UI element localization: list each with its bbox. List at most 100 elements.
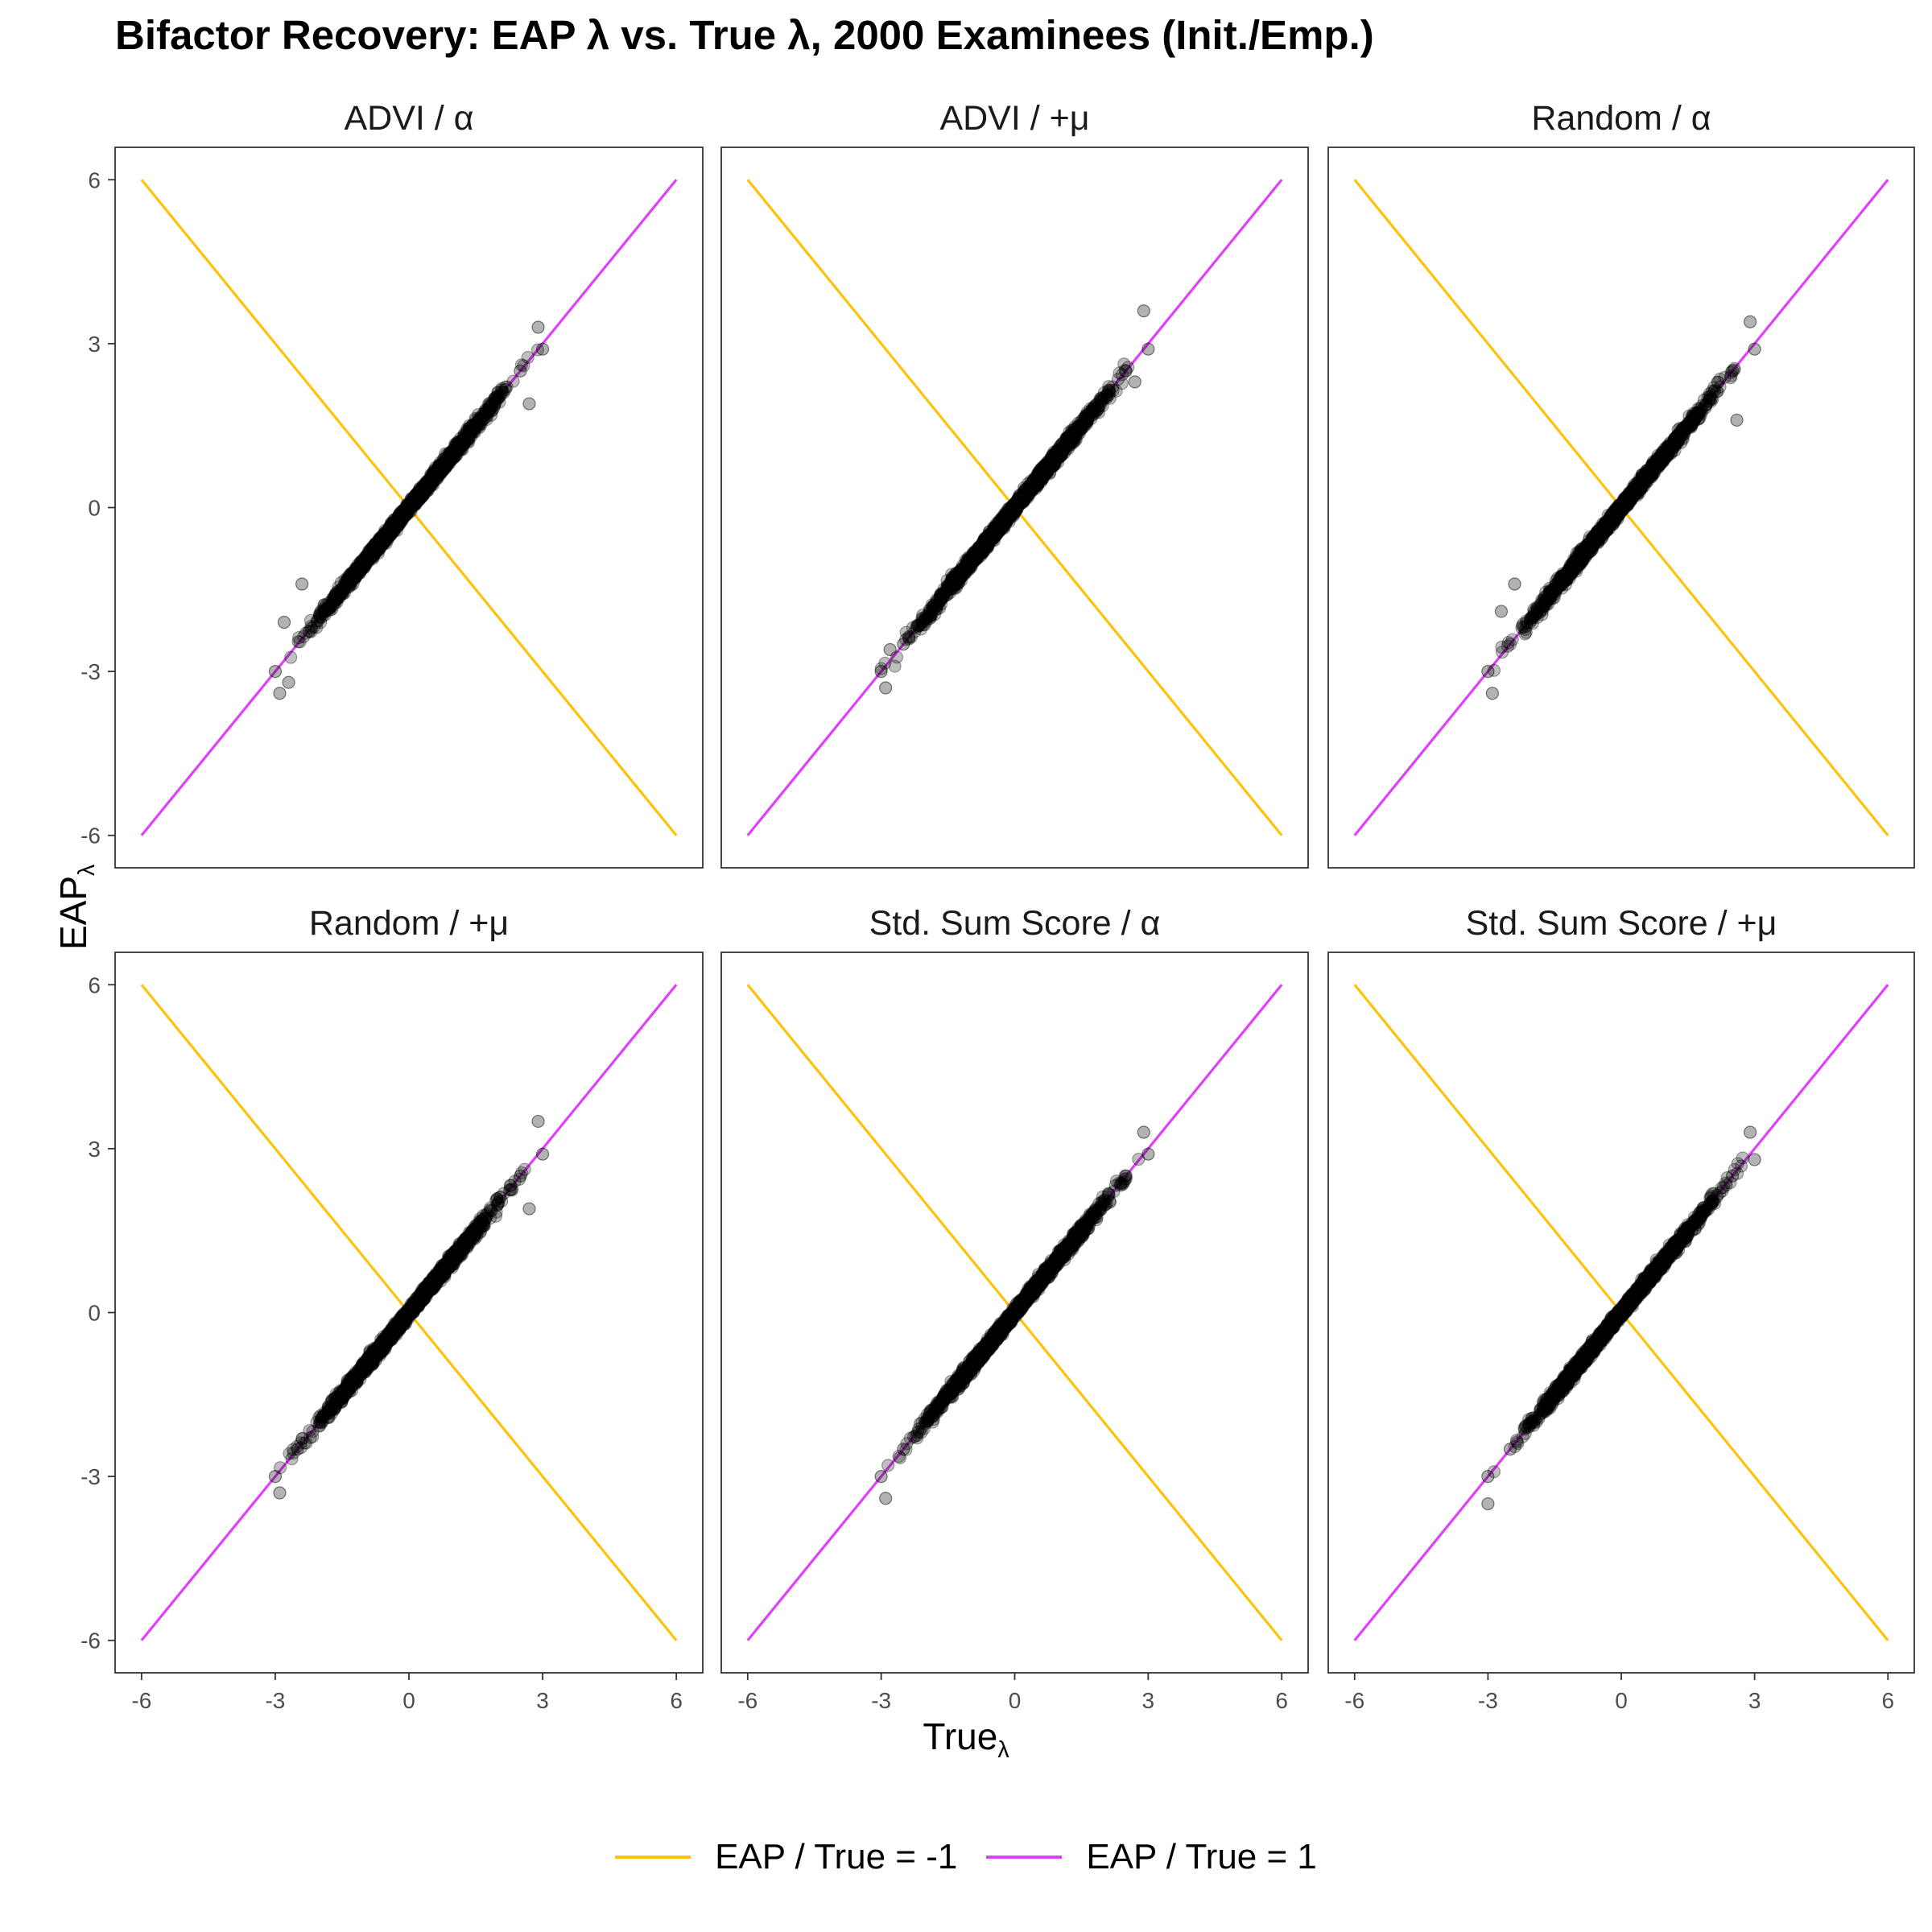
scatter-point (460, 432, 474, 446)
scatter-point (471, 415, 485, 429)
scatter-point (452, 441, 465, 455)
scatter-point (416, 485, 430, 499)
scatter-point (343, 570, 357, 584)
scatter-point (481, 407, 495, 421)
scatter-point (390, 518, 403, 532)
scatter-point (365, 546, 379, 559)
scatter-point (368, 538, 382, 551)
scatter-point (327, 594, 341, 608)
scatter-point (322, 598, 336, 612)
scatter-point (463, 428, 477, 442)
scatter-point (419, 484, 433, 497)
scatter-point (463, 427, 477, 441)
scatter-point (460, 432, 474, 446)
scatter-point (392, 510, 406, 524)
scatter-point (436, 459, 450, 473)
scatter-point (413, 487, 427, 501)
scatter-point (394, 512, 408, 526)
scatter-point (349, 565, 362, 579)
scatter-point (433, 465, 447, 479)
scatter-point (415, 486, 429, 500)
scatter-point (350, 568, 364, 581)
scatter-point (382, 523, 395, 537)
scatter-point (439, 455, 452, 469)
scatter-point (452, 439, 465, 452)
scatter-point (370, 543, 384, 556)
scatter-point (418, 484, 431, 497)
scatter-point (390, 514, 404, 527)
scatter-point (419, 478, 433, 492)
scatter-point (420, 478, 434, 493)
scatter-point (462, 432, 476, 446)
scatter-point (498, 380, 512, 394)
scatter-point (368, 543, 382, 557)
scatter-point (398, 509, 411, 522)
scatter-point (365, 545, 379, 559)
scatter-point (349, 564, 362, 579)
scatter-point (390, 518, 403, 531)
scatter-point (371, 539, 385, 552)
scatter-point (392, 510, 406, 523)
scatter-point (338, 572, 352, 587)
scatter-point (416, 489, 430, 502)
scatter-point (385, 520, 398, 534)
scatter-point (393, 512, 407, 526)
scatter-point (331, 591, 345, 605)
scatter-point (390, 517, 403, 530)
scatter-point (483, 402, 497, 415)
scatter-point (367, 541, 382, 555)
scatter-point (392, 512, 406, 526)
scatter-point (432, 460, 446, 474)
scatter-point (425, 473, 439, 486)
scatter-point (454, 436, 468, 451)
scatter-point (429, 469, 443, 482)
scatter-point (446, 447, 460, 460)
scatter-point (417, 485, 431, 499)
scatter-point (382, 522, 395, 537)
scatter-point (454, 431, 468, 445)
scatter-point (481, 406, 495, 419)
scatter-point (398, 507, 412, 521)
y-tick-label: 6 (88, 167, 101, 192)
scatter-point (369, 543, 384, 558)
scatter-point (417, 488, 431, 502)
scatter-point (412, 493, 426, 506)
scatter-point (397, 507, 411, 522)
scatter-point (331, 591, 345, 605)
scatter-point (408, 489, 422, 503)
scatter-point (397, 505, 411, 518)
scatter-point (317, 598, 331, 612)
scatter-point (437, 462, 451, 477)
scatter-point (395, 510, 409, 523)
scatter-point (393, 514, 407, 527)
scatter-point (380, 531, 394, 545)
scatter-point (343, 569, 357, 583)
scatter-point (455, 436, 469, 450)
scatter-point (382, 521, 396, 535)
scatter-point (468, 425, 481, 440)
scatter-point (415, 485, 429, 498)
scatter-point (469, 418, 482, 431)
scatter-point (434, 461, 448, 475)
scatter-point (426, 471, 440, 485)
scatter-point (469, 411, 482, 425)
scatter-point (437, 455, 451, 469)
scatter-point (411, 492, 425, 506)
scatter-point (431, 462, 444, 476)
scatter-point (440, 456, 454, 469)
scatter-point (369, 542, 382, 555)
scatter-point (351, 562, 365, 576)
scatter-point (495, 385, 509, 399)
scatter-point (436, 458, 449, 472)
scatter-point (432, 464, 446, 477)
scatter-point (418, 482, 431, 497)
scatter-point (412, 489, 426, 502)
scatter-point (427, 467, 441, 481)
scatter-point (394, 510, 409, 523)
scatter-point (434, 462, 448, 476)
scatter-point (433, 467, 448, 481)
scatter-point (398, 508, 411, 522)
scatter-point (374, 537, 387, 551)
scatter-point (348, 572, 361, 586)
scatter-point (394, 510, 407, 523)
